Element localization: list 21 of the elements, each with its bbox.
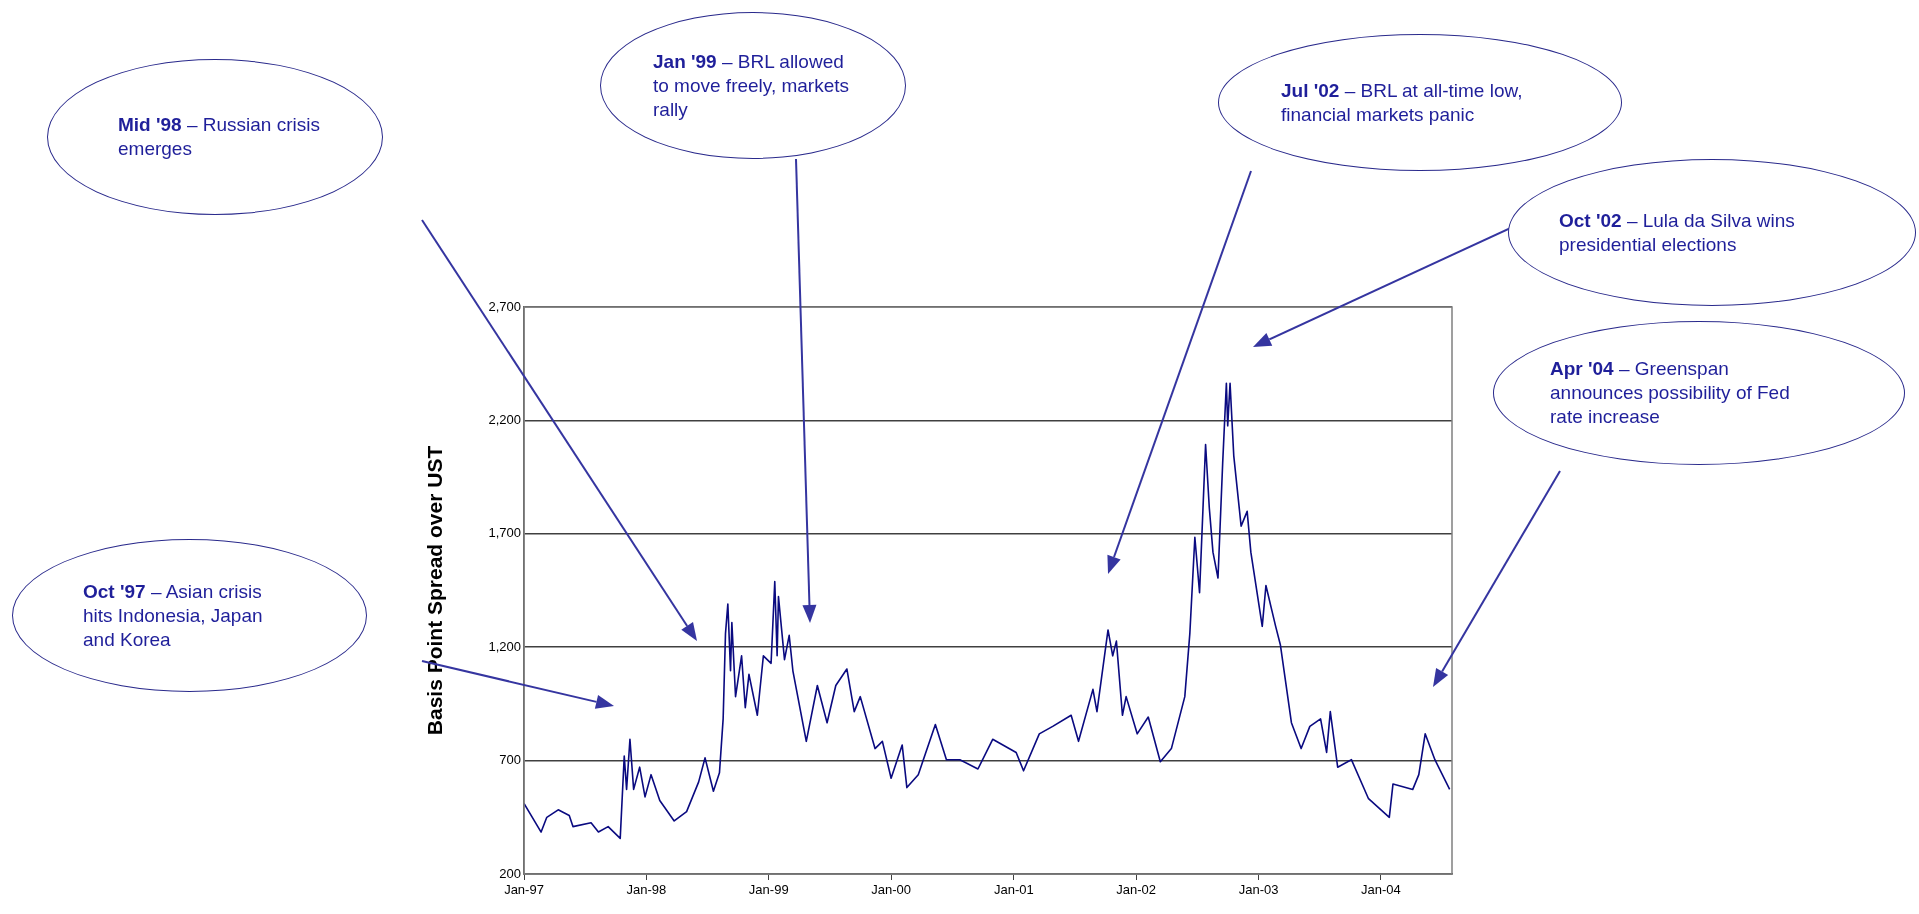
text: Jan '99 – BRL allowed to move freely, markets rally [653,49,851,122]
x-tick-label: Jan-03 [1238,882,1279,898]
y-tick-label: 1,700 [488,525,521,541]
text: Mid '98 – Russian crisis emerges [118,113,321,161]
y-tick-label: 1,200 [488,638,521,654]
x-tick-label: Jan-98 [626,882,667,898]
y-tick-label: 2,200 [488,411,521,427]
y-axis-title: Basis Point Spread over UST [423,445,447,736]
y-tick-label: 700 [499,752,521,768]
y-tick-label: 200 [499,865,521,881]
text: Oct '97 – Asian crisis hits Indonesia, Japan and Korea [83,579,264,652]
x-tick-label: Jan-01 [993,882,1034,898]
y-tick-label: 2,700 [488,298,521,314]
x-tick-label: Jan-99 [748,882,789,898]
text: Apr '04 – Greenspan announces possibility of Fed rate increase [1550,357,1791,429]
text: Jul '02 – BRL at all-time low, financial markets panic [1281,78,1524,127]
x-tick-label: Jan-04 [1361,882,1401,898]
x-tick-label: Jan-00 [871,882,911,898]
text: Oct '02 – Lula da Silva wins presidential elections [1559,208,1796,257]
x-tick-label: Jan-97 [504,882,544,898]
x-tick-label: Jan-02 [1116,882,1157,898]
